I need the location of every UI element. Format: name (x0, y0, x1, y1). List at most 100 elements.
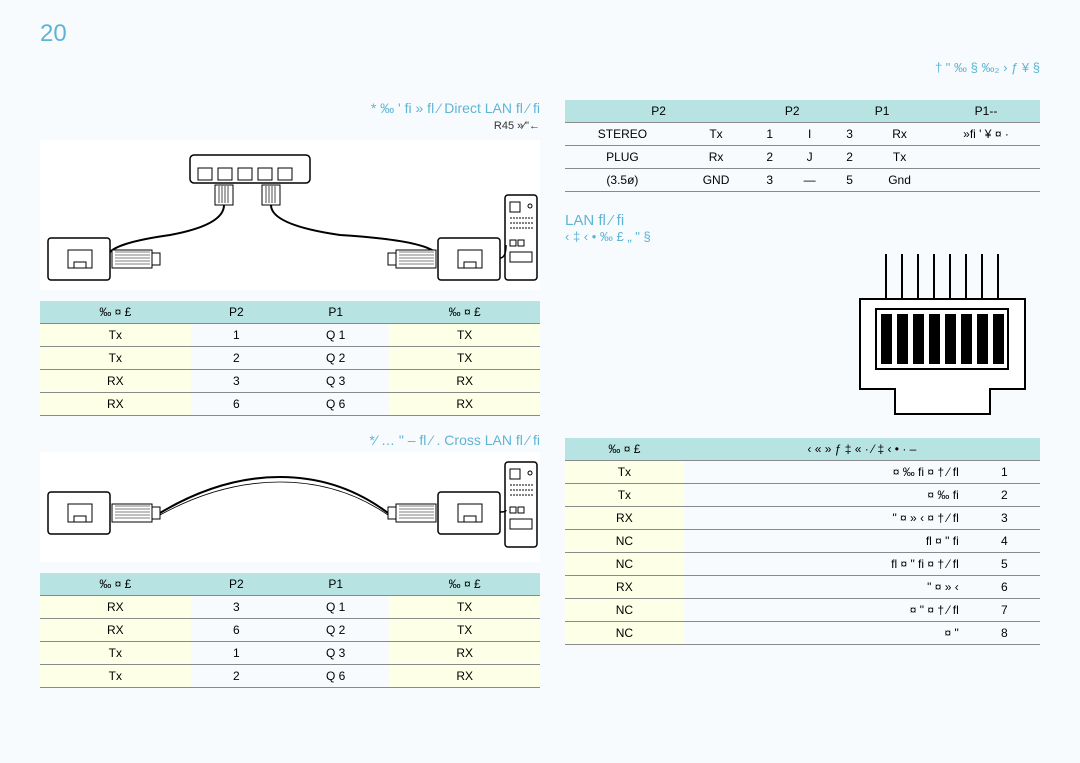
cell: RX (40, 393, 191, 416)
cell: PLUG (565, 146, 680, 169)
direct-lan-sub: R45 »⁄"← (40, 120, 540, 132)
cell: »fi ' ¥ ¤ · (932, 123, 1040, 146)
cell: 5 (832, 169, 867, 192)
cross-lan-diagram (40, 452, 540, 562)
cell: RX (389, 370, 540, 393)
cell: I (787, 123, 832, 146)
col-header: ‰ ¤ £ (40, 301, 191, 324)
cell: Tx (565, 484, 684, 507)
col-header: P2 (191, 301, 282, 324)
cell: 6 (191, 393, 282, 416)
cell: Q 3 (282, 642, 389, 665)
cell: 3 (191, 596, 282, 619)
col-header: ‰ ¤ £ (389, 573, 540, 596)
col-header: P1-- (932, 100, 1040, 123)
cell: Rx (867, 123, 932, 146)
cell: Q 6 (282, 665, 389, 688)
cell: TX (389, 596, 540, 619)
cell: (3.5ø) (565, 169, 680, 192)
col-header: ‹ « » ƒ ‡ « · ⁄ ‡ ‹ • · – (684, 438, 1040, 461)
cell: 3 (969, 507, 1040, 530)
cell: 3 (191, 370, 282, 393)
direct-lan-title: * ‰ ' fi » fl ⁄ Direct LAN fl ⁄ fi (40, 100, 540, 116)
cell: 2 (832, 146, 867, 169)
cell: NC (565, 622, 684, 645)
page-number: 20 (40, 20, 67, 48)
cell: RX (389, 642, 540, 665)
cell: NC (565, 553, 684, 576)
col-header: ‰ ¤ £ (565, 438, 684, 461)
col-header: P1 (282, 301, 389, 324)
cell: RX (389, 665, 540, 688)
cell: Q 2 (282, 619, 389, 642)
col-header: ‰ ¤ £ (389, 301, 540, 324)
header-label: † " ‰ § ‰₂ › ƒ ¥ § (935, 60, 1040, 75)
cross-lan-title: *⁄ … " – fl ⁄ . Cross LAN fl ⁄ fi (40, 432, 540, 448)
cell: 7 (969, 599, 1040, 622)
cell: Tx (40, 665, 191, 688)
cell (932, 169, 1040, 192)
cell: J (787, 146, 832, 169)
cell: 3 (752, 169, 787, 192)
cell: 1 (191, 324, 282, 347)
cell: RX (565, 507, 684, 530)
cell: RX (40, 596, 191, 619)
cell: Tx (40, 642, 191, 665)
cell: Tx (40, 324, 191, 347)
cell: fl ¤ " fi ¤ † ⁄ fl (684, 553, 969, 576)
cross-lan-table: ‰ ¤ £P2P1‰ ¤ £ RX3Q 1TXRX6Q 2TXTx1Q 3RXT… (40, 573, 540, 688)
cell: TX (389, 324, 540, 347)
cell: Tx (40, 347, 191, 370)
cell: 5 (969, 553, 1040, 576)
cell: TX (389, 347, 540, 370)
cell: Q 2 (282, 347, 389, 370)
cell: 1 (191, 642, 282, 665)
cell: 2 (191, 347, 282, 370)
cell: RX (40, 619, 191, 642)
cell: 2 (752, 146, 787, 169)
cell: RX (389, 393, 540, 416)
cell: Rx (680, 146, 752, 169)
cell: 1 (752, 123, 787, 146)
cell: ¤ " (684, 622, 969, 645)
cell: " ¤ » ‹ (684, 576, 969, 599)
cell: ¤ ‰ fi (684, 484, 969, 507)
col-header: ‰ ¤ £ (40, 573, 191, 596)
col-header: P2 (752, 100, 832, 123)
right-column: P2P2P1P1-- STEREOTx1I3Rx»fi ' ¥ ¤ ·PLUGR… (565, 100, 1040, 645)
cell: Tx (680, 123, 752, 146)
cell: 6 (191, 619, 282, 642)
cell: RX (565, 576, 684, 599)
col-header: P2 (565, 100, 752, 123)
cell: Q 6 (282, 393, 389, 416)
left-column: * ‰ ' fi » fl ⁄ Direct LAN fl ⁄ fi R45 »… (40, 100, 540, 704)
cell: Q 1 (282, 596, 389, 619)
stereo-table: P2P2P1P1-- STEREOTx1I3Rx»fi ' ¥ ¤ ·PLUGR… (565, 100, 1040, 192)
cell: RX (40, 370, 191, 393)
cell: GND (680, 169, 752, 192)
col-header: P1 (282, 573, 389, 596)
cell: " ¤ » ‹ ¤ † ⁄ fl (684, 507, 969, 530)
direct-lan-table: ‰ ¤ £P2P1‰ ¤ £ Tx1Q 1TXTx2Q 2TXRX3Q 3RXR… (40, 301, 540, 416)
cell: 3 (832, 123, 867, 146)
col-header: P2 (191, 573, 282, 596)
cell: Gnd (867, 169, 932, 192)
cell: ¤ " ¤ † ⁄ fl (684, 599, 969, 622)
cell: 1 (969, 461, 1040, 484)
cell (932, 146, 1040, 169)
rj45-diagram (565, 254, 1040, 424)
cell: Tx (867, 146, 932, 169)
cell: 8 (969, 622, 1040, 645)
cell: fl ¤ " fi (684, 530, 969, 553)
cell: 2 (969, 484, 1040, 507)
cell: Q 3 (282, 370, 389, 393)
cell: NC (565, 599, 684, 622)
lan-pinout-table: ‰ ¤ £‹ « » ƒ ‡ « · ⁄ ‡ ‹ • · – Tx¤ ‰ fi … (565, 438, 1040, 645)
cell: — (787, 169, 832, 192)
cell: 6 (969, 576, 1040, 599)
cell: Tx (565, 461, 684, 484)
lan-sub: ‹ ‡ ‹ • ‰ £ „ " § (565, 229, 1040, 244)
cell: Q 1 (282, 324, 389, 347)
direct-lan-diagram (40, 140, 540, 290)
lan-title: LAN fl ⁄ fi (565, 212, 1040, 229)
